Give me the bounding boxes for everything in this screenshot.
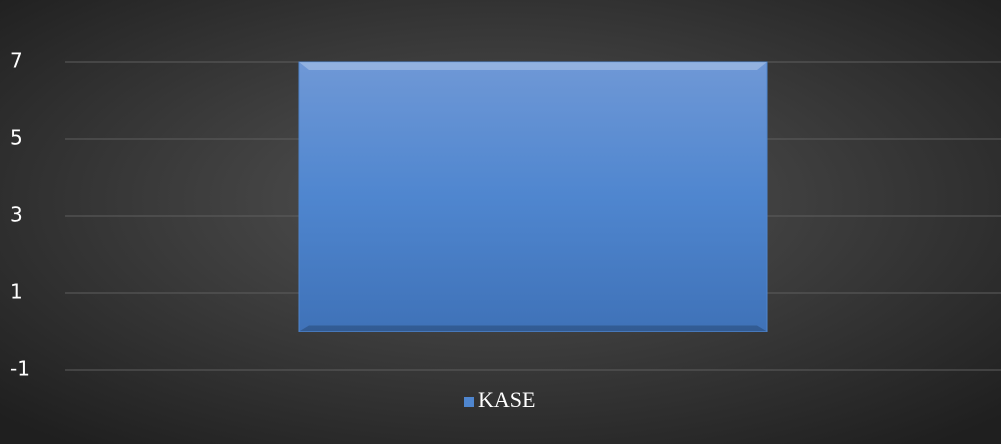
y-tick-label: 5	[10, 126, 23, 150]
y-tick-label: 7	[10, 49, 23, 73]
legend-label: KASE	[478, 387, 535, 412]
bar-bevel	[299, 62, 767, 70]
y-tick-label: 1	[10, 280, 23, 304]
bar-bevel	[299, 325, 767, 332]
y-tick-label: 3	[10, 203, 23, 227]
y-tick-label: -1	[10, 357, 30, 381]
legend-marker	[464, 397, 474, 407]
bar	[298, 61, 768, 332]
